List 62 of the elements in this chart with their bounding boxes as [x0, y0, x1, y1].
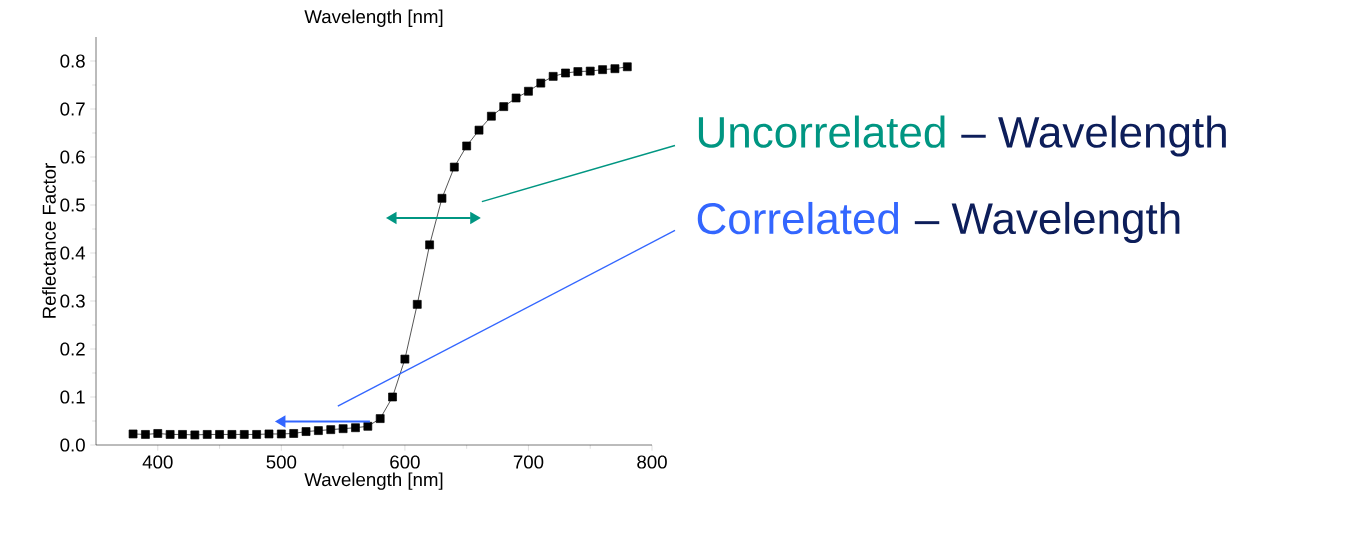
point [289, 429, 299, 438]
point [252, 430, 261, 439]
point [573, 67, 583, 76]
point [561, 68, 570, 78]
y-tick-label: 0.0 [60, 438, 85, 452]
point [511, 93, 521, 103]
point [449, 162, 459, 172]
point [264, 429, 274, 439]
point [202, 430, 212, 439]
point [301, 427, 311, 436]
point [548, 72, 558, 81]
y-tick-label: 0.4 [60, 246, 86, 260]
point [524, 86, 533, 96]
point [338, 424, 348, 434]
point [462, 141, 472, 151]
point [610, 64, 620, 74]
point [153, 429, 163, 438]
point [474, 125, 484, 135]
point [622, 62, 632, 72]
point [400, 354, 410, 364]
y-tick-label: 0.8 [60, 54, 85, 68]
point [239, 430, 249, 439]
text: – Wavelength [914, 201, 1180, 243]
point [314, 426, 323, 435]
text: – Wavelength [961, 115, 1226, 157]
text: Correlated [697, 201, 899, 235]
point [363, 421, 373, 431]
y-tick-label: 0.5 [60, 198, 85, 212]
x-tick-label: 700 [513, 455, 544, 469]
point [128, 429, 138, 439]
y-tick-label: 0.7 [60, 102, 85, 116]
x-tick-label: 600 [390, 455, 420, 469]
point [585, 66, 595, 76]
point [437, 193, 447, 203]
x-tick-label: 500 [266, 455, 297, 469]
x-tick-label: 800 [637, 455, 667, 469]
point [227, 430, 237, 439]
point [536, 78, 546, 88]
chart-title: Wavelength [nm] [304, 9, 443, 27]
point [351, 423, 360, 433]
point [141, 430, 150, 439]
point [326, 425, 336, 434]
x-axis-title: Wavelength [nm] [304, 472, 443, 490]
point [165, 430, 175, 439]
y-tick-label: 0.3 [60, 294, 85, 308]
y-tick-label: 0.6 [60, 150, 85, 164]
point [276, 429, 286, 439]
point [190, 430, 200, 440]
point [412, 300, 422, 309]
y-tick-label: 0.1 [60, 390, 85, 404]
point [375, 414, 385, 423]
point [487, 111, 496, 121]
x-tick-label: 400 [142, 455, 173, 469]
point [425, 240, 434, 250]
point [499, 102, 509, 111]
text: Uncorrelated [698, 115, 945, 148]
point [215, 430, 224, 439]
point [598, 65, 607, 74]
point [388, 392, 397, 402]
y-tick-label: 0.2 [60, 342, 85, 356]
point [178, 430, 187, 439]
y-axis-title: Reflectance Factor [42, 163, 56, 318]
